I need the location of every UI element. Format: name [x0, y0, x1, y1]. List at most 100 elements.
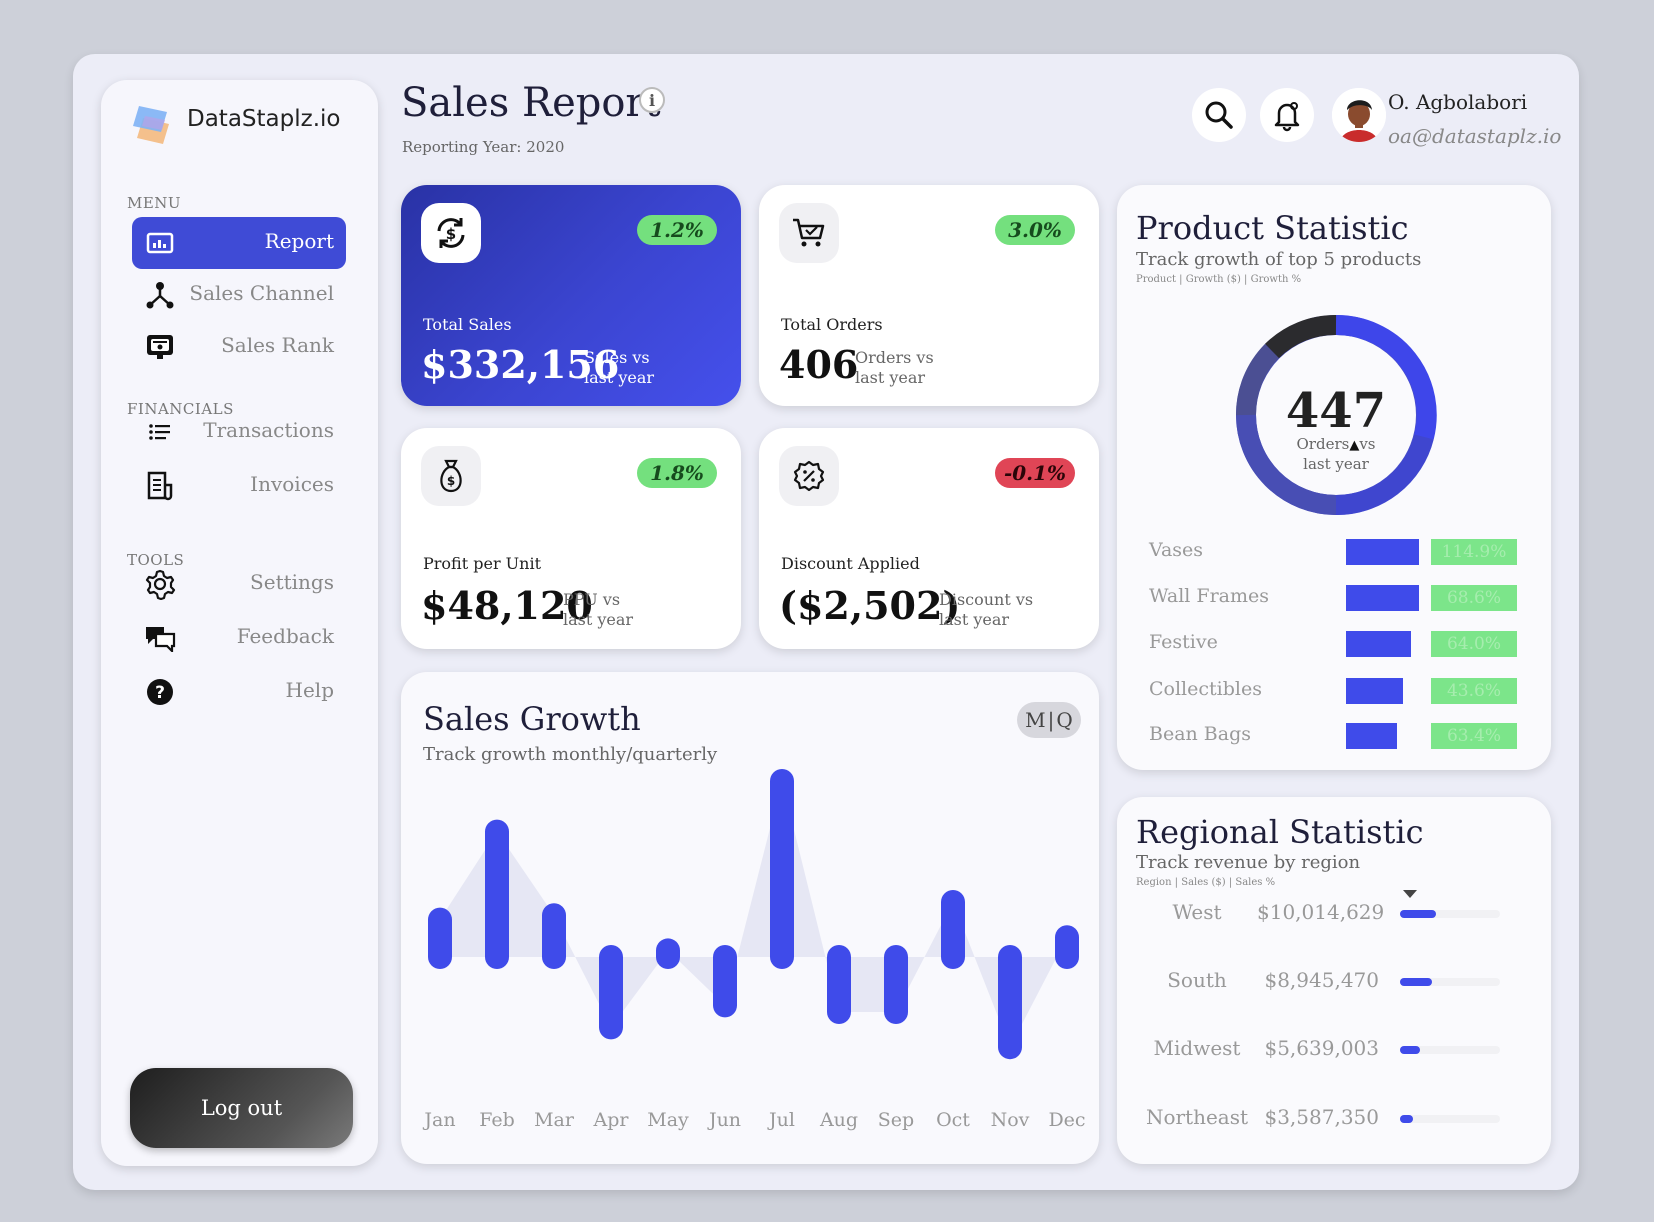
- sort-caret-icon[interactable]: [1402, 889, 1418, 899]
- kpi-value: $332,156: [421, 342, 620, 387]
- search-button[interactable]: [1192, 88, 1246, 142]
- region-row: South $8,945,470: [1117, 964, 1551, 998]
- svg-text:$: $: [447, 474, 455, 488]
- kpi-compare-line1: Sales vs: [584, 348, 650, 367]
- product-growth-pct: 43.6%: [1431, 678, 1517, 704]
- region-sales: $10,014,629: [1257, 900, 1385, 924]
- region-bar-track: [1400, 1046, 1500, 1054]
- sidebar-item-sales-channel[interactable]: Sales Channel: [132, 269, 346, 321]
- sidebar-item-label: Transactions: [203, 418, 334, 442]
- x-tick-label: Jan: [422, 1109, 455, 1131]
- product-bar: [1346, 539, 1419, 565]
- kpi-value: 406: [779, 342, 859, 387]
- region-name: South: [1167, 968, 1227, 992]
- donut-center-label: Orders▲vs: [1276, 435, 1396, 453]
- regional-stat-subtitle: Track revenue by region: [1136, 852, 1361, 873]
- region-row: Midwest $5,639,003: [1117, 1032, 1551, 1066]
- toggle-quarterly[interactable]: Q: [1056, 708, 1073, 732]
- region-row: West $10,014,629: [1117, 896, 1551, 930]
- region-bar: [1400, 1115, 1413, 1123]
- kpi-label: Discount Applied: [781, 554, 920, 573]
- x-tick-label: May: [647, 1109, 689, 1131]
- info-icon[interactable]: i: [638, 86, 666, 114]
- sidebar-item-report[interactable]: Report: [132, 217, 346, 269]
- financials-section-label: FINANCIALS: [127, 400, 234, 418]
- profit-per-unit-card[interactable]: $ 1.8% Profit per Unit $48,120 PPU vs la…: [401, 428, 741, 649]
- region-sales: $5,639,003: [1264, 1036, 1379, 1060]
- donut-label-last-year: last year: [1303, 455, 1369, 473]
- sidebar-item-invoices[interactable]: Invoices: [132, 460, 346, 512]
- kpi-label: Profit per Unit: [423, 554, 542, 573]
- region-bar: [1400, 1046, 1420, 1054]
- product-bar: [1346, 723, 1397, 749]
- avatar[interactable]: [1332, 88, 1386, 142]
- kpi-compare: PPU vs last year: [563, 590, 633, 630]
- reporting-year: Reporting Year: 2020: [402, 138, 565, 156]
- product-row: Vases 114.9%: [1117, 537, 1551, 567]
- sidebar-item-label: Sales Channel: [189, 281, 334, 305]
- discount-applied-card[interactable]: -0.1% Discount Applied ($2,502) Discount…: [759, 428, 1099, 649]
- help-icon: ?: [144, 676, 176, 708]
- product-growth-pct: 114.9%: [1431, 539, 1517, 565]
- sidebar-item-settings[interactable]: Settings: [132, 558, 346, 610]
- sidebar-item-transactions[interactable]: Transactions: [132, 406, 346, 458]
- product-name: Wall Frames: [1149, 585, 1270, 607]
- list-icon: [144, 416, 176, 448]
- product-name: Festive: [1149, 631, 1218, 653]
- x-tick-label: Dec: [1048, 1109, 1085, 1131]
- x-tick-label: Mar: [534, 1109, 575, 1131]
- logout-button[interactable]: Log out: [130, 1068, 353, 1148]
- sidebar-item-label: Report: [264, 229, 334, 253]
- money-bag-icon: $: [421, 446, 481, 506]
- x-tick-label: Jul: [767, 1109, 795, 1131]
- notifications-button[interactable]: [1260, 88, 1314, 142]
- kpi-compare-line2: last year: [939, 610, 1010, 629]
- total-orders-card[interactable]: 3.0% Total Orders 406 Orders vs last yea…: [759, 185, 1099, 406]
- product-row: Festive 64.0%: [1117, 629, 1551, 659]
- kpi-compare-line2: last year: [563, 610, 634, 629]
- kpi-compare: Discount vs last year: [939, 590, 1033, 630]
- toggle-separator: |: [1047, 708, 1055, 732]
- sidebar-item-sales-rank[interactable]: Sales Rank: [132, 321, 346, 373]
- svg-text:?: ?: [155, 683, 165, 703]
- x-tick-label: Jun: [707, 1109, 741, 1131]
- donut-center-value: 447: [1285, 383, 1387, 439]
- kpi-value: ($2,502): [779, 583, 961, 628]
- chart-subtitle: Track growth monthly/quarterly: [423, 744, 718, 765]
- product-growth-pct: 64.0%: [1431, 631, 1517, 657]
- x-tick-label: Feb: [479, 1109, 515, 1131]
- sidebar-item-help[interactable]: ? Help: [132, 666, 346, 718]
- sales-growth-badge: 1.2%: [637, 215, 717, 245]
- regional-stat-title: Regional Statistic: [1136, 813, 1424, 851]
- total-sales-card[interactable]: $ 1.2% Total Sales $332,156 Sales vs las…: [401, 185, 741, 406]
- kpi-value: $48,120: [421, 583, 593, 628]
- sidebar: DataStaplz.io MENU Report Sales Channel …: [101, 80, 378, 1166]
- product-growth-pct: 63.4%: [1431, 723, 1517, 749]
- sales-growth-area: [440, 781, 1067, 1048]
- product-bar: [1346, 678, 1403, 704]
- page-title: Sales Report: [401, 80, 661, 126]
- x-tick-label: Aug: [819, 1109, 858, 1131]
- sidebar-item-feedback[interactable]: Feedback: [132, 612, 346, 664]
- regional-statistic-card: Regional Statistic Track revenue by regi…: [1117, 797, 1551, 1164]
- kpi-compare: Orders vs last year: [855, 348, 934, 388]
- product-growth-pct: 68.6%: [1431, 585, 1517, 611]
- region-sales: $8,945,470: [1264, 968, 1379, 992]
- datastaplz-logo: [133, 106, 169, 144]
- region-row: Northeast $3,587,350: [1117, 1101, 1551, 1135]
- region-sales: $3,587,350: [1264, 1105, 1379, 1129]
- product-stat-caption: Product | Growth ($) | Growth %: [1136, 274, 1302, 285]
- toggle-monthly[interactable]: M: [1025, 708, 1046, 732]
- product-name: Vases: [1149, 539, 1204, 561]
- chat-icon: [144, 622, 176, 654]
- orders-growth-badge: 3.0%: [995, 215, 1075, 245]
- region-bar-track: [1400, 1115, 1500, 1123]
- sidebar-item-label: Invoices: [250, 472, 334, 496]
- invoice-icon: [144, 470, 176, 502]
- gear-icon: [144, 568, 176, 600]
- network-icon: [144, 279, 176, 311]
- period-toggle[interactable]: M | Q: [1017, 702, 1081, 738]
- product-bar: [1346, 631, 1411, 657]
- product-statistic-card: Product Statistic Track growth of top 5 …: [1117, 185, 1551, 770]
- product-bar: [1346, 585, 1419, 611]
